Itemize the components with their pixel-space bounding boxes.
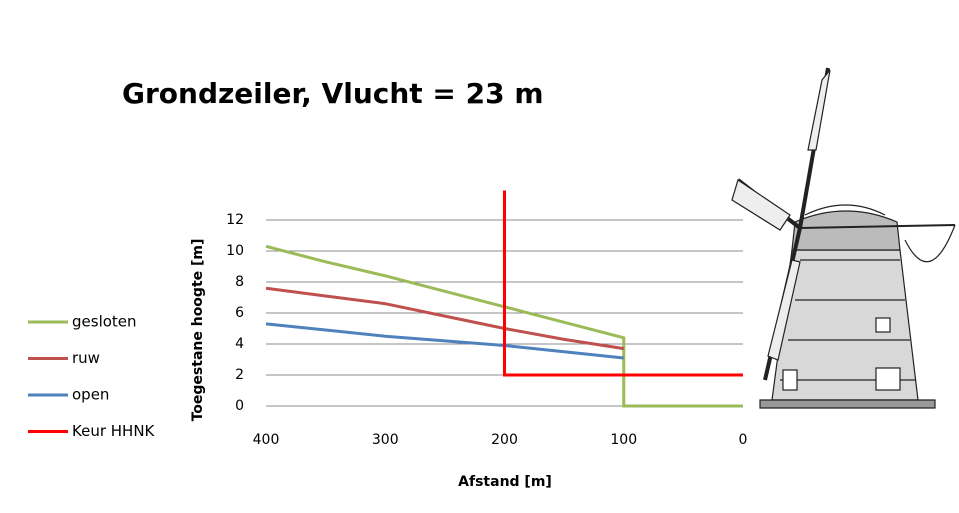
x-tick-label: 100	[610, 432, 637, 448]
x-axis-label: Afstand [m]	[458, 474, 552, 490]
y-tick-label: 8	[235, 274, 244, 290]
y-tick-label: 10	[226, 243, 244, 259]
x-tick-label: 300	[372, 432, 399, 448]
x-tick-label: 400	[253, 432, 280, 448]
legend-label: Keur HHNK	[72, 422, 156, 440]
chart-title: Grondzeiler, Vlucht = 23 m	[122, 77, 544, 110]
windmill-illustration	[732, 68, 955, 408]
y-tick-label: 12	[226, 212, 244, 228]
legend-label: gesloten	[72, 313, 137, 331]
legend-label: ruw	[72, 349, 100, 367]
y-tick-label: 2	[235, 367, 244, 383]
legend-label: open	[72, 386, 109, 404]
y-tick-label: 4	[235, 336, 244, 352]
x-tick-label: 0	[739, 432, 748, 448]
y-tick-label: 6	[235, 305, 244, 321]
y-tick-label: 0	[235, 398, 244, 414]
chart: Grondzeiler, Vlucht = 23 m Afstand [m] T…	[0, 0, 959, 513]
y-axis-label: Toegestane hoogte [m]	[190, 239, 206, 422]
x-tick-label: 200	[491, 432, 518, 448]
